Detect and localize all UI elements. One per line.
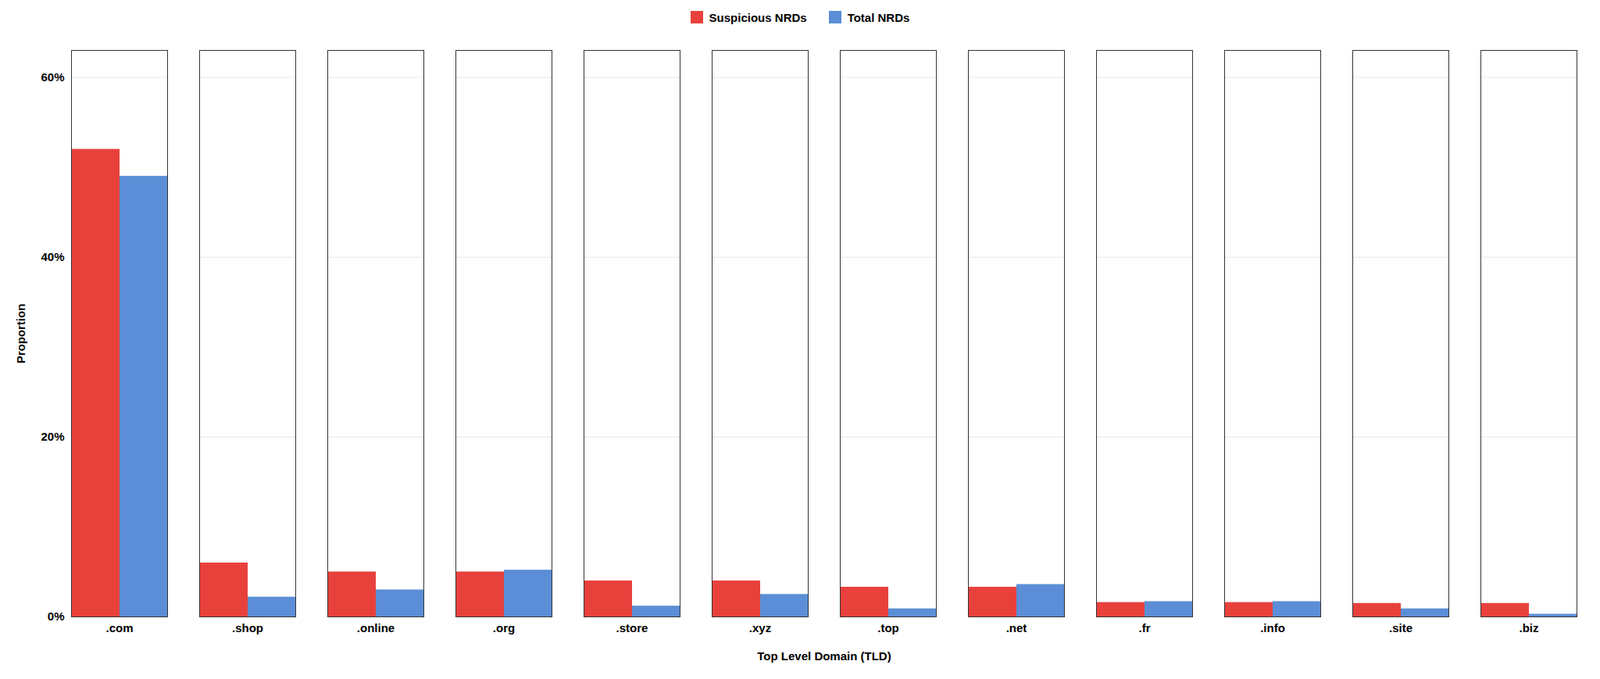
svg-text:.shop: .shop (232, 621, 264, 635)
svg-text:.top: .top (877, 621, 900, 635)
svg-text:.online: .online (357, 621, 395, 635)
svg-text:0%: 0% (47, 609, 65, 623)
svg-text:.fr: .fr (1139, 621, 1151, 635)
svg-text:Proportion: Proportion (14, 303, 28, 365)
svg-text:60%: 60% (40, 70, 65, 84)
svg-text:.store: .store (616, 621, 649, 635)
html-text:Total NRDs: Total NRDs (847, 10, 910, 24)
svg-text:.org: .org (492, 621, 515, 635)
svg-text:.biz: .biz (1519, 621, 1540, 635)
svg-text:.info: .info (1260, 621, 1286, 635)
svg-text:20%: 20% (40, 429, 65, 443)
svg-text:.xyz: .xyz (749, 621, 772, 635)
svg-text:.site: .site (1389, 621, 1413, 635)
html-text:Suspicious NRDs: Suspicious NRDs (709, 10, 807, 24)
svg-text:.com: .com (105, 621, 133, 635)
svg-text:.net: .net (1006, 621, 1028, 635)
svg-text:Top Level Domain (TLD): Top Level Domain (TLD) (757, 649, 891, 663)
svg-text:40%: 40% (40, 250, 65, 264)
